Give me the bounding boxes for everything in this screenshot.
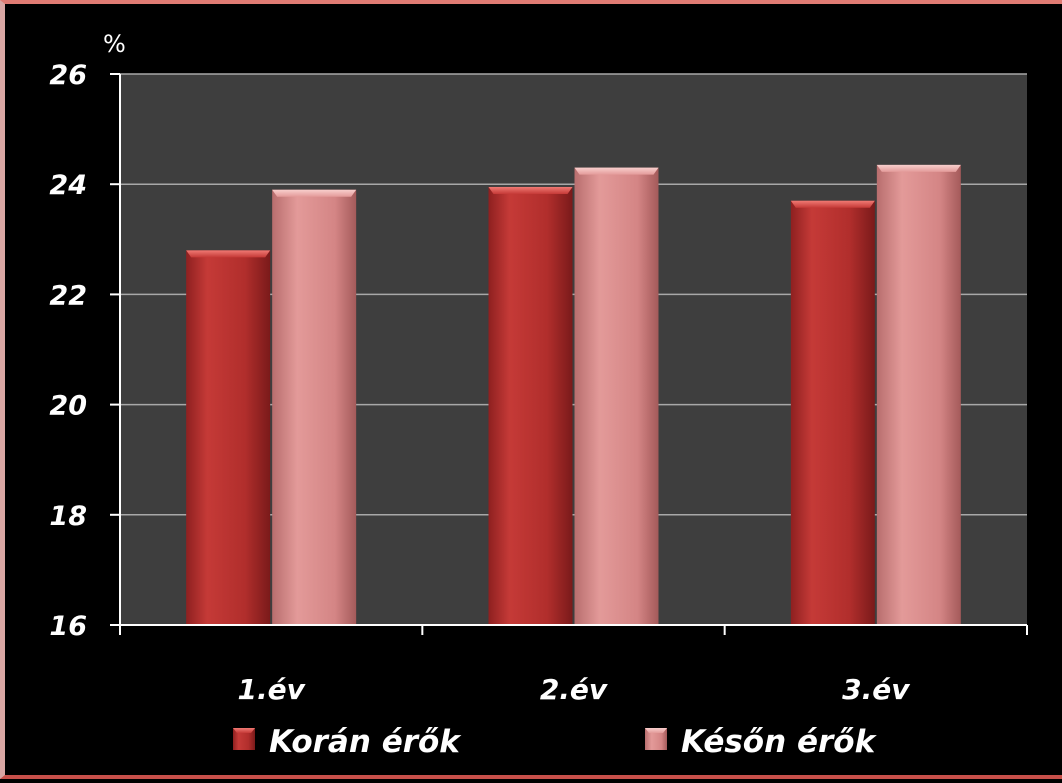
y-tick-label: 20 <box>49 391 87 422</box>
bar-keson-eroek <box>272 189 357 625</box>
y-axis-unit-label: % <box>103 30 126 58</box>
bar-keson-eroek <box>876 164 961 626</box>
bar-chart: 16 18 20 22 24 26 1.év 2.év 3.év % Korán érők Kés… <box>49 30 1028 760</box>
legend-label: Korán érők <box>269 724 462 760</box>
bars <box>186 164 961 626</box>
legend-item-keson-eroek: Későn érők <box>645 724 878 760</box>
y-tick-label: 22 <box>49 280 87 311</box>
legend: Korán érők Későn érők <box>233 724 878 760</box>
legend-label: Későn érők <box>681 724 878 760</box>
legend-swatch <box>645 728 667 750</box>
x-category-label: 1.év <box>237 673 305 706</box>
gridlines <box>120 73 1027 516</box>
axes: 16 18 20 22 24 26 1.év 2.év 3.év <box>49 60 1028 706</box>
x-category-label: 2.év <box>540 673 608 706</box>
y-tick-label: 24 <box>49 170 87 201</box>
bar-koran-eroek <box>790 200 875 626</box>
y-tick-label: 16 <box>49 611 87 642</box>
legend-swatch <box>233 728 255 750</box>
y-tick-label: 26 <box>49 60 87 91</box>
bar-koran-eroek <box>186 250 271 625</box>
y-tick-label: 18 <box>49 501 87 532</box>
bar-keson-eroek <box>574 167 659 626</box>
bar-koran-eroek <box>488 186 573 625</box>
legend-item-koran-eroek: Korán érők <box>233 724 462 760</box>
plot-area <box>120 74 1027 625</box>
x-category-label: 3.év <box>842 673 910 706</box>
